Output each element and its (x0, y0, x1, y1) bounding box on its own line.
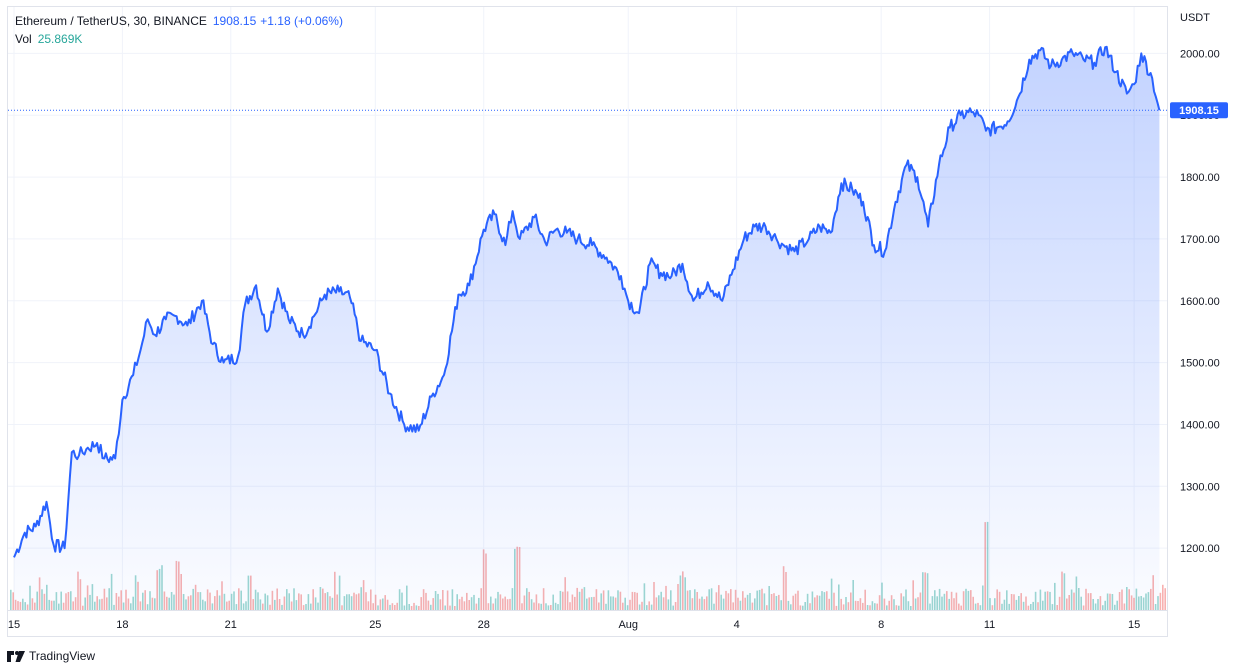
volume-bar (1164, 588, 1166, 610)
volume-bar (1159, 592, 1162, 610)
y-tick-label: 1600.00 (1180, 296, 1220, 308)
x-tick-label: 11 (984, 619, 995, 631)
price-axis[interactable]: 1200.00 1300.00 1400.00 1500.00 1600.00 1700.… (1180, 48, 1220, 555)
current-price-label: 1908.15 (1170, 102, 1228, 119)
x-tick-label: 28 (478, 619, 490, 631)
current-price-tag-text: 1908.15 (1179, 105, 1219, 117)
x-tick-label: 4 (734, 619, 740, 631)
volume-bar (10, 589, 12, 610)
current-price-tag (1170, 102, 1228, 119)
time-axis[interactable]: 15 18 21 25 28 Aug 4 8 11 15 (8, 619, 1140, 631)
y-tick-label: 1300.00 (1180, 481, 1220, 493)
y-tick-label: 1700.00 (1180, 234, 1220, 246)
volume-bar (1162, 584, 1164, 610)
tradingview-attribution[interactable]: TradingView (7, 649, 95, 663)
volume-bar (12, 592, 14, 610)
symbol-title[interactable]: Ethereum / TetherUS, 30, BINANCE (15, 14, 207, 28)
x-tick-label: 15 (8, 619, 20, 631)
x-tick-label: 8 (878, 619, 884, 631)
volume-value: 25.869K (37, 32, 83, 46)
x-tick-label: 25 (369, 619, 381, 631)
volume-label: Vol (15, 32, 32, 46)
chart-legend: Ethereum / TetherUS, 30, BINANCE 1908.15 +… (15, 12, 343, 48)
y-tick-label: 1800.00 (1180, 172, 1220, 184)
legend-volume-row[interactable]: Vol 25.869K (15, 30, 343, 48)
y-tick-label: 1200.00 (1180, 543, 1220, 555)
plot-border (7, 6, 1168, 637)
x-tick-label: 15 (1128, 619, 1140, 631)
last-price: 1908.15 (212, 14, 257, 28)
price-line (13, 45, 1161, 558)
currency-label: USDT (1180, 12, 1210, 24)
x-tick-label: 21 (225, 619, 237, 631)
tradingview-logo-icon (7, 650, 25, 662)
brand-name: TradingView (29, 649, 96, 663)
legend-symbol-row[interactable]: Ethereum / TetherUS, 30, BINANCE 1908.15 +… (15, 12, 343, 30)
price-area-fill (14, 46, 1160, 611)
price-change: +1.18 (+0.06%) (260, 14, 343, 28)
y-tick-label: 1500.00 (1180, 358, 1220, 370)
y-tick-label: 2000.00 (1180, 48, 1220, 60)
x-tick-label: 18 (116, 619, 128, 631)
x-tick-label: Aug (618, 619, 638, 631)
y-tick-label: 1400.00 (1180, 419, 1220, 431)
